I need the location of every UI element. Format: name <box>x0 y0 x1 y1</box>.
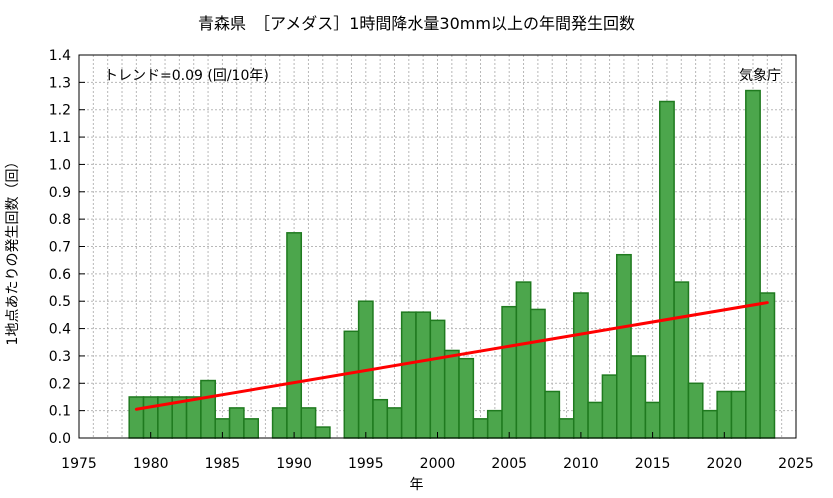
bar <box>558 418 575 439</box>
bar <box>243 418 260 439</box>
bar <box>228 407 245 439</box>
bar <box>386 407 403 439</box>
y-tick-label: 0.5 <box>49 294 71 310</box>
x-tick-label: 2000 <box>420 456 456 472</box>
bar <box>314 426 331 439</box>
y-tick-label: 0.6 <box>49 267 71 283</box>
x-tick-label: 1985 <box>205 456 241 472</box>
x-tick-label: 1980 <box>133 456 169 472</box>
bar <box>716 390 733 439</box>
y-axis-label: 1地点あたりの発生回数（回） <box>5 154 21 346</box>
bar <box>572 292 589 439</box>
bar <box>745 89 761 439</box>
y-tick-label: 1.1 <box>49 130 71 146</box>
bar <box>429 319 446 439</box>
x-axis: 1975 1980 1985 1990 1995 2000 2005 2010 2015 2020… <box>61 432 814 472</box>
y-tick-label: 0.2 <box>49 376 71 392</box>
bar <box>472 418 489 439</box>
trend-annotation: トレンド=0.09 (回/10年) <box>104 68 269 84</box>
y-tick-label: 0.9 <box>49 185 71 201</box>
y-axis: 0.0 0.1 0.2 0.3 0.4 0.5 0.6 0.7 0.8 0.9 1.0 1.1 1.2 1… <box>49 48 85 447</box>
trend-line <box>134 301 769 411</box>
bar <box>372 398 389 439</box>
y-tick-label: 0.7 <box>49 240 71 256</box>
x-tick-label: 2005 <box>491 456 527 472</box>
y-tick-label: 0.8 <box>49 212 71 228</box>
bar <box>659 100 675 439</box>
bar <box>601 374 618 439</box>
bar-series <box>128 89 776 439</box>
bar <box>630 355 647 439</box>
bar <box>300 407 317 439</box>
bar <box>730 390 747 439</box>
bar <box>486 409 503 439</box>
bar <box>415 311 432 439</box>
bar <box>200 379 216 439</box>
source-label: 気象庁 <box>739 68 781 84</box>
bar <box>458 357 475 439</box>
x-tick-label: 1990 <box>276 456 312 472</box>
bar <box>271 407 288 439</box>
bar <box>501 305 518 439</box>
bar <box>759 292 776 439</box>
bar <box>142 396 159 439</box>
bar <box>343 330 360 439</box>
y-tick-label: 0.4 <box>49 322 71 338</box>
x-tick-label: 2020 <box>706 456 742 472</box>
x-tick-label: 2025 <box>778 456 814 472</box>
y-tick-label: 1.4 <box>49 48 71 64</box>
bar <box>529 308 546 439</box>
chart-title: 青森県 ［アメダス］1時間降水量30mm以上の年間発生回数 <box>198 14 635 33</box>
bar <box>400 311 417 439</box>
y-tick-label: 1.2 <box>49 103 71 119</box>
y-tick-label: 0.3 <box>49 349 71 365</box>
trend-series <box>134 301 769 411</box>
bar <box>702 409 718 439</box>
y-tick-label: 1.0 <box>49 157 71 173</box>
bar <box>286 232 303 439</box>
bar <box>185 396 202 439</box>
y-tick-label: 0.1 <box>49 404 71 420</box>
x-tick-label: 2010 <box>563 456 599 472</box>
x-tick-label: 1975 <box>61 456 97 472</box>
bar <box>616 253 632 439</box>
x-tick-label: 2015 <box>635 456 671 472</box>
bar <box>443 349 460 439</box>
x-axis-label: 年 <box>409 477 424 493</box>
bar <box>515 281 532 439</box>
bar <box>587 401 604 439</box>
bar <box>687 382 704 439</box>
y-tick-label: 1.3 <box>49 75 71 91</box>
bar <box>673 281 690 439</box>
bar <box>128 396 145 439</box>
bar <box>544 390 561 439</box>
y-tick-label: 0.0 <box>49 431 71 447</box>
x-tick-label: 1995 <box>348 456 384 472</box>
